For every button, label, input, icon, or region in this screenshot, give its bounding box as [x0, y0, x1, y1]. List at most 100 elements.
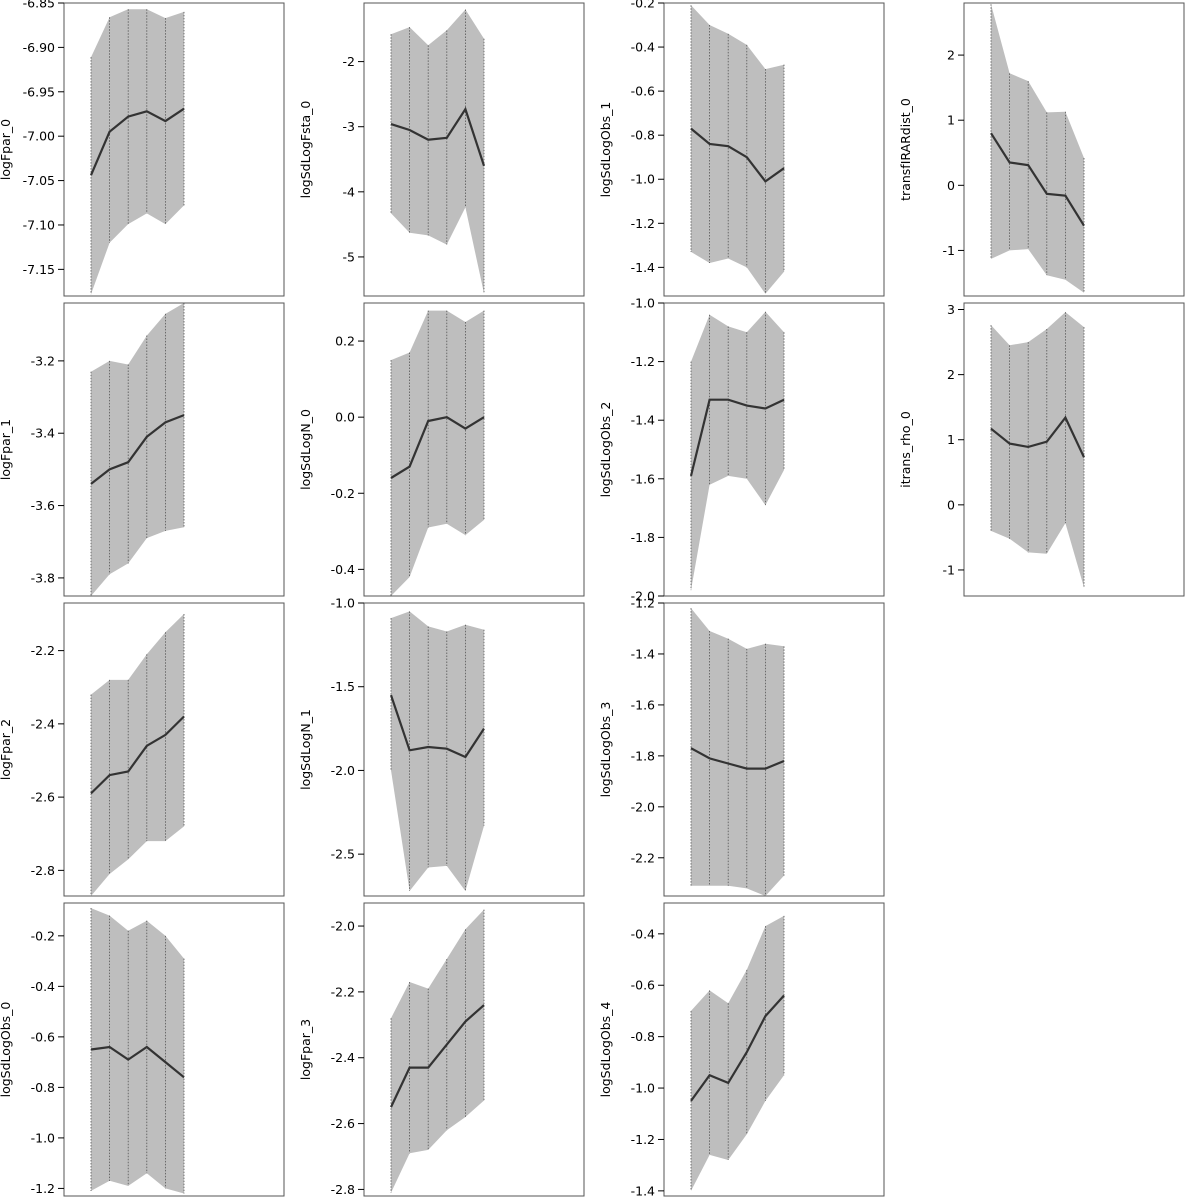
y-tick-label: -2.0 [631, 589, 655, 604]
y-tick-label: -1 [943, 562, 955, 577]
y-tick-label: -1.5 [331, 679, 355, 694]
confidence-band [691, 608, 784, 896]
estimate-line [690, 994, 785, 1102]
y-axis-label: itrans_rho_0 [898, 411, 913, 488]
y-tick-label: -0.6 [631, 84, 655, 99]
y-tick-label: -0.8 [631, 128, 655, 143]
y-tick-label: -1.4 [631, 260, 655, 275]
y-tick-label: 0.2 [335, 334, 355, 349]
y-tick-label: -1.2 [631, 1132, 655, 1147]
y-tick-label: -0.4 [31, 979, 55, 994]
estimate-line [690, 127, 785, 183]
estimate-line [390, 106, 486, 167]
confidence-band [91, 614, 184, 896]
panel-logFpar_3: -2.0 -2.2 -2.4 -2.6 -2.8 logFpar_3 [298, 902, 585, 1197]
y-tick-label: -6.95 [23, 84, 55, 99]
y-tick-label: 0 [947, 178, 955, 193]
plot-frame [363, 602, 585, 897]
estimate-line [90, 715, 185, 795]
plot-frame [663, 602, 885, 897]
estimate-line [389, 694, 485, 759]
y-tick-label: -2.6 [331, 1116, 355, 1131]
y-axis-label: logFpar_0 [0, 119, 13, 180]
y-tick-label: -2.4 [331, 1050, 355, 1065]
panel-itrans_rho_0: 3 2 1 0 -1 itrans_rho_0 [898, 302, 1185, 597]
y-tick-label: -4 [343, 184, 356, 199]
y-tick-label: -1.4 [631, 1183, 655, 1198]
y-tick-label: -1.6 [631, 697, 655, 712]
panel-logFpar_1: -3.2 -3.4 -3.6 -3.8 logFpar_1 [0, 302, 285, 597]
y-tick-label: -1.2 [631, 354, 655, 369]
y-axis-label: logSdLogObs_1 [598, 102, 613, 198]
y-tick-label: -2.2 [331, 984, 355, 999]
y-tick-label: -2.8 [331, 1182, 355, 1197]
y-tick-label: -1.8 [631, 748, 655, 763]
y-tick-label: -1.0 [31, 1130, 55, 1145]
confidence-band [991, 312, 1084, 588]
y-tick-label: -0.6 [631, 978, 655, 993]
y-tick-label: 2 [947, 367, 955, 382]
estimate-line [390, 416, 485, 479]
plot-frame [363, 902, 585, 1197]
y-tick-label: -2 [343, 54, 355, 69]
y-tick-label: -1.4 [631, 646, 655, 661]
panel-logFpar_2: -2.2 -2.4 -2.6 -2.8 logFpar_2 [0, 602, 285, 897]
panel-logSdLogN_0: 0.2 0.0 -0.2 -0.4 logSdLogN_0 [298, 302, 585, 597]
estimate-line [990, 132, 1085, 227]
confidence-band [691, 915, 784, 1191]
y-tick-label: -1.0 [631, 1081, 655, 1096]
y-axis-label: logSdLogObs_2 [598, 402, 613, 498]
y-tick-label: 1 [947, 113, 955, 128]
plot-frame [363, 302, 585, 597]
y-tick-label: -3.8 [31, 570, 55, 585]
y-tick-label: -0.6 [31, 1029, 55, 1044]
estimate-line [90, 1045, 185, 1079]
estimate-line [390, 1004, 485, 1108]
y-tick-label: 0 [947, 497, 955, 512]
y-tick-label: 1 [947, 432, 955, 447]
confidence-band [391, 909, 484, 1193]
panel-logFpar_0: -6.85 -6.90 -6.95 -7.00 -7.05 -7.10 -7.15 logFp… [0, 0, 285, 297]
y-tick-label: 3 [947, 302, 955, 317]
y-tick-label: -7.10 [23, 217, 55, 232]
plot-frame [963, 2, 1185, 297]
y-tick-label: -3.2 [31, 353, 55, 368]
y-tick-label: -1.2 [631, 216, 655, 231]
estimate-line [689, 398, 785, 477]
estimate-line [690, 747, 785, 770]
y-axis-label: logSdLogN_0 [298, 409, 313, 490]
y-axis-label: logSdLogFsta_0 [298, 101, 313, 199]
y-axis-label: logSdLogObs_4 [598, 1002, 613, 1098]
y-tick-label: -3.4 [31, 426, 55, 441]
y-tick-label: -7.15 [23, 262, 55, 277]
confidence-band [91, 908, 184, 1194]
confidence-band [691, 311, 784, 591]
confidence-band [391, 310, 484, 596]
y-tick-label: -3.6 [31, 498, 55, 513]
plot-frame [363, 2, 585, 297]
plot-frame [663, 2, 885, 297]
y-tick-label: -0.4 [331, 562, 355, 577]
y-tick-label: -2.4 [31, 716, 55, 731]
y-tick-label: -1.2 [31, 1181, 55, 1196]
plot-frame [663, 902, 885, 1197]
y-tick-label: 0.0 [335, 410, 355, 425]
y-axis-label: transfIRARdist_0 [898, 98, 913, 201]
y-tick-label: -2.0 [331, 919, 355, 934]
y-tick-label: -1.0 [631, 296, 655, 311]
y-axis-label: logFpar_1 [0, 419, 13, 480]
y-tick-label: -0.2 [331, 486, 355, 501]
panel-logSdLogObs_2: -1.0 -1.2 -1.4 -1.6 -1.8 -2.0 logSdLogObs_2 [598, 296, 885, 604]
y-axis-label: logSdLogObs_0 [0, 1002, 13, 1098]
panel-logSdLogObs_0: -0.2 -0.4 -0.6 -0.8 -1.0 -1.2 logSdLogObs_0 [0, 902, 285, 1197]
plot-frame [663, 302, 885, 597]
y-tick-label: -1 [943, 243, 955, 258]
y-tick-label: -6.85 [23, 0, 55, 11]
y-axis-label: logSdLogObs_3 [598, 702, 613, 798]
y-tick-label: -0.2 [31, 928, 55, 943]
y-tick-label: -1.6 [631, 471, 655, 486]
y-tick-label: -2.2 [31, 643, 55, 658]
y-tick-label: -2.5 [331, 847, 355, 862]
plot-frame [963, 302, 1185, 597]
panel-logSdLogObs_3: -1.2 -1.4 -1.6 -1.8 -2.0 -2.2 logSdLogObs_3 [598, 596, 885, 897]
